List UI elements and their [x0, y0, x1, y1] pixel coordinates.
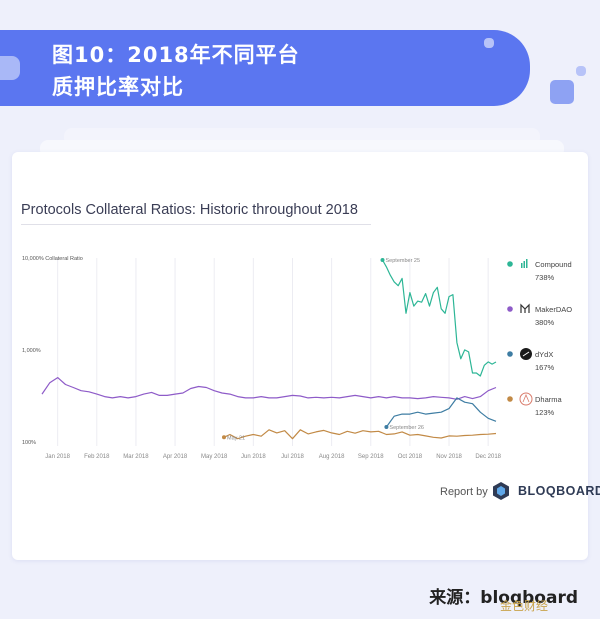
title-underline: [21, 224, 371, 225]
source-label: 来源：bloqboard: [429, 588, 578, 608]
annotation-marker: [384, 424, 389, 429]
chart-title: Protocols Collateral Ratios: Historic th…: [21, 202, 358, 218]
series-line-dydx: [385, 397, 497, 428]
legend-label: dYdX: [535, 350, 553, 359]
x-tick-label: Oct 2018: [398, 454, 423, 460]
legend-marker: [507, 396, 513, 402]
decor-square: [484, 38, 494, 48]
compound-logo-icon: [521, 263, 523, 268]
bloqboard-brand: BLOQBOARD: [518, 484, 600, 498]
x-tick-label: Jan 2018: [45, 454, 70, 460]
legend-label: Dharma: [535, 395, 563, 404]
dydx-logo-icon: [522, 351, 530, 357]
legend-label: MakerDAO: [535, 305, 572, 314]
report-by-label: Report by: [440, 486, 488, 498]
x-tick-label: Jun 2018: [241, 454, 266, 460]
series-line-dharma: [223, 429, 497, 440]
dharma-logo-icon: [519, 392, 533, 406]
legend-last-value: 123%: [535, 408, 555, 417]
x-tick-label: Mar 2018: [123, 454, 149, 460]
x-tick-label: Apr 2018: [163, 454, 188, 460]
title-banner: 图10：2018年不同平台 质押比率对比: [0, 30, 530, 106]
annotation-marker: [380, 258, 385, 263]
makerdao-logo-icon: [520, 303, 530, 313]
decor-square: [576, 66, 586, 76]
annotation-label: May 21: [227, 435, 245, 441]
annotation-label: September 25: [386, 258, 421, 264]
y-tick-label: 1,000%: [22, 348, 41, 354]
line-chart: Jan 2018 Feb 2018 Mar 2018 Apr 2018 May 2018…: [22, 256, 572, 460]
dharma-logo-icon: [522, 393, 530, 403]
x-tick-label: May 2018: [201, 454, 228, 460]
page-title-line2: 质押比率对比: [52, 75, 184, 99]
chart-card: Protocols Collateral Ratios: Historic th…: [12, 152, 600, 560]
legend-marker: [507, 261, 513, 267]
legend-marker: [507, 306, 513, 312]
annotation-label: September 26: [389, 425, 424, 431]
legend-label: Compound: [535, 260, 572, 269]
watermark: 金色财经: [500, 599, 549, 613]
series-line-compound: [381, 259, 497, 377]
x-tick-label: Nov 2018: [436, 454, 462, 460]
x-tick-label: Sep 2018: [358, 454, 384, 460]
legend-last-value: 738%: [535, 273, 555, 282]
legend-marker: [507, 351, 513, 357]
y-tick-label: 100%: [22, 440, 36, 446]
annotation-marker: [221, 435, 226, 440]
decor-square: [550, 80, 574, 104]
y-tick-label: 10,000% Collateral Ratio: [22, 256, 83, 262]
bloqboard-logo-icon: [493, 482, 509, 500]
decor-square: [0, 56, 20, 80]
x-tick-label: Aug 2018: [319, 454, 345, 460]
legend-last-value: 380%: [535, 318, 555, 327]
compound-logo-icon: [526, 259, 528, 268]
compound-logo-icon: [523, 261, 525, 268]
x-tick-label: Dec 2018: [475, 454, 501, 460]
page-title-line1: 图10：2018年不同平台: [52, 43, 300, 67]
series-line-makerdao: [41, 377, 497, 400]
legend-last-value: 167%: [535, 363, 555, 372]
x-tick-label: Feb 2018: [84, 454, 110, 460]
x-tick-label: Jul 2018: [281, 454, 304, 460]
